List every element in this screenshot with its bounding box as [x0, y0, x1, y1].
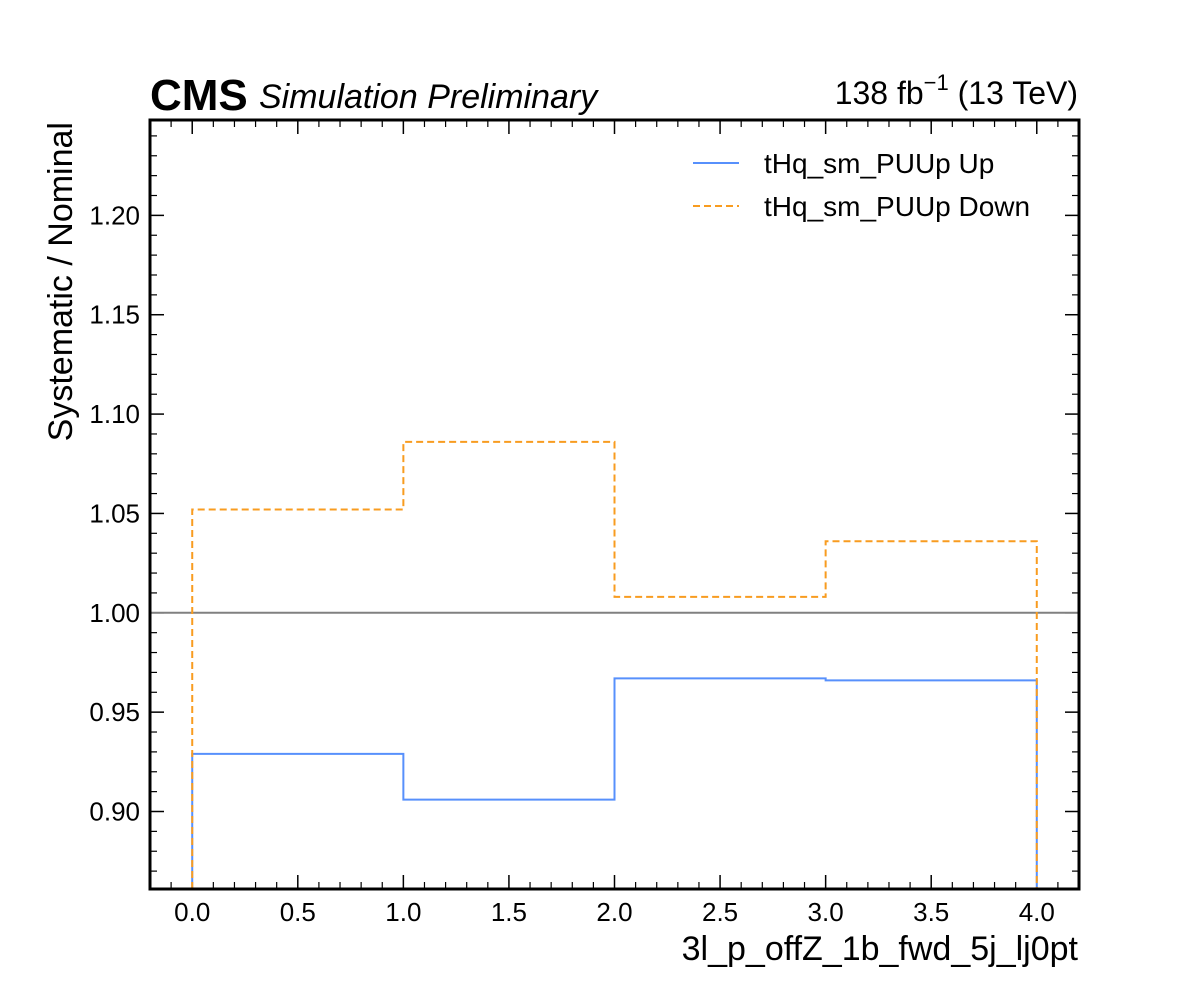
x-tick-label: 3.5	[913, 897, 949, 927]
energy-label: (13 TeV)	[949, 75, 1078, 111]
y-tick-label: 1.05	[89, 498, 140, 528]
series-line-down	[191, 440, 1038, 889]
experiment-label: CMS	[150, 71, 248, 120]
luminosity-label: 138 fb−1 (13 TeV)	[835, 70, 1078, 111]
status-label: Simulation Preliminary	[259, 78, 599, 116]
y-tick-label: 1.10	[89, 399, 140, 429]
y-tick-label: 1.20	[89, 200, 140, 230]
x-tick-label: 3.0	[808, 897, 844, 927]
legend-label: tHq_sm_PUUp Down	[764, 191, 1030, 222]
y-tick-label: 1.00	[89, 598, 140, 628]
y-axis-title: Systematic / Nominal	[42, 122, 80, 441]
x-tick-label: 1.0	[385, 897, 421, 927]
y-tick-label: 1.15	[89, 300, 140, 330]
x-tick-label: 0.5	[280, 897, 316, 927]
x-tick-label: 2.0	[596, 897, 632, 927]
x-tick-label: 1.5	[491, 897, 527, 927]
axis-ticks: 0.0 0.5 1.0 1.5 2.0 2.5 3.0 3.5 4.0 0.90 0.95 1.00 1…	[89, 120, 1080, 927]
x-tick-label: 2.5	[702, 897, 738, 927]
x-tick-label: 0.0	[174, 897, 210, 927]
lumi-exponent: −1	[924, 70, 949, 95]
legend: tHq_sm_PUUp Up tHq_sm_PUUp Down	[693, 148, 1030, 222]
y-tick-label: 0.90	[89, 797, 140, 827]
x-axis-title: 3l_p_offZ_1b_fwd_5j_lj0pt	[682, 930, 1079, 968]
plot-frame	[148, 118, 1081, 891]
y-tick-label: 0.95	[89, 697, 140, 727]
lumi-value: 138 fb	[835, 75, 924, 111]
series-line-up	[191, 677, 1038, 889]
x-tick-label: 4.0	[1019, 897, 1055, 927]
legend-label: tHq_sm_PUUp Up	[764, 148, 994, 179]
data-series	[191, 440, 1038, 889]
